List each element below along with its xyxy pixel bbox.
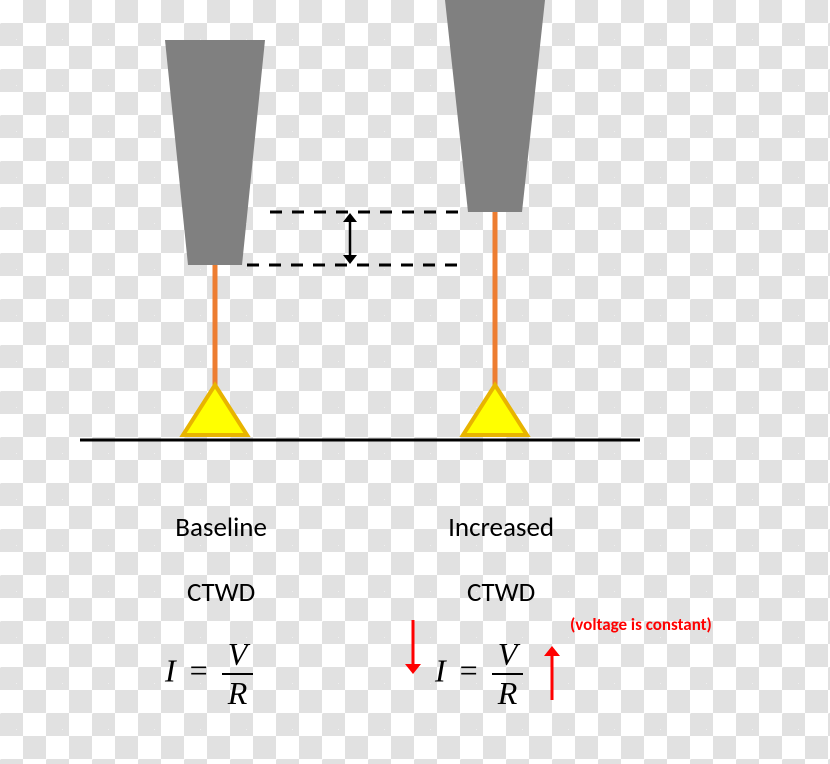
formula-baseline-fraction: V R xyxy=(222,636,254,712)
label-increased-line1: Increased xyxy=(448,511,554,544)
formula-increased-denominator: R xyxy=(492,675,524,712)
formula-increased-fraction: V R xyxy=(492,636,524,712)
formula-baseline: I = V R xyxy=(165,636,253,712)
contact-tip-increased xyxy=(445,0,545,212)
label-baseline-line2: CTWD xyxy=(187,576,255,609)
red-down-arrow-icon xyxy=(405,620,421,674)
label-increased: Increased CTWD xyxy=(395,480,595,610)
red-up-arrow-icon xyxy=(544,646,560,700)
contact-tip-baseline xyxy=(165,40,265,265)
label-baseline-line1: Baseline xyxy=(175,511,267,544)
label-baseline: Baseline CTWD xyxy=(115,480,315,610)
voltage-constant-note: (voltage is constant) xyxy=(570,614,712,635)
arc-triangle-increased xyxy=(463,385,527,435)
label-increased-line2: CTWD xyxy=(467,576,535,609)
gap-double-arrow-icon xyxy=(343,213,357,264)
formula-increased-numerator: V xyxy=(492,636,524,675)
diagram-svg xyxy=(0,0,830,764)
formula-increased-equals: = xyxy=(454,652,484,688)
formula-baseline-denominator: R xyxy=(222,675,254,712)
formula-baseline-numerator: V xyxy=(222,636,254,675)
formula-increased-I: I xyxy=(435,652,446,688)
formula-increased: I = V R xyxy=(435,636,523,712)
arc-triangle-baseline xyxy=(183,385,247,435)
formula-baseline-I: I xyxy=(165,652,176,688)
formula-baseline-equals: = xyxy=(184,652,214,688)
